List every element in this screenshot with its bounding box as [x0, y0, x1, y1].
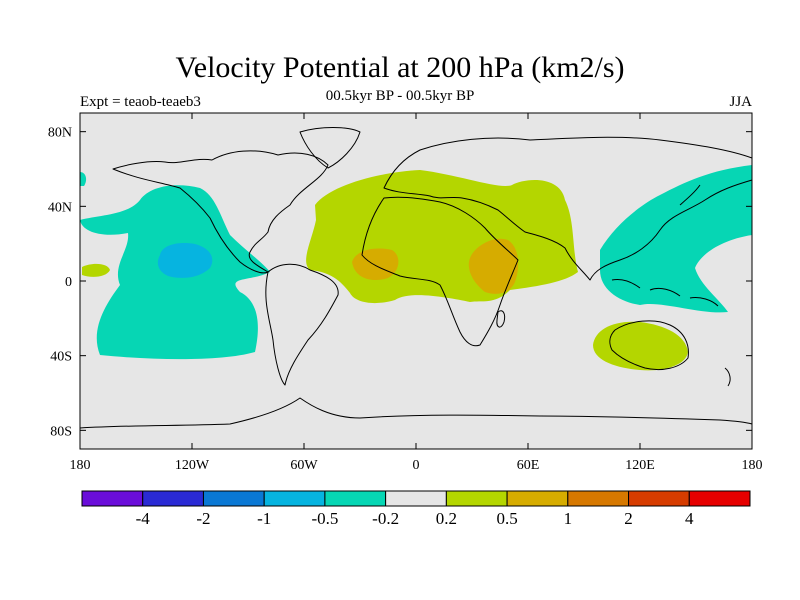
colorbar-swatch: [263, 490, 326, 507]
y-tick-label: 40N: [48, 200, 72, 215]
contour-shading: [80, 165, 752, 371]
coastline-greenland: [299, 127, 361, 169]
y-tick-label: 80N: [48, 126, 72, 141]
x-tick-label: 60E: [517, 458, 540, 473]
coastline-south-america: [265, 263, 339, 386]
x-tick-label: 180: [70, 458, 91, 473]
y-tick-label: 40S: [50, 350, 72, 365]
colorbar-swatch: [385, 490, 447, 507]
map-title: Velocity Potential at 200 hPa (km2/s): [175, 51, 625, 84]
y-tick-label: 0: [65, 275, 72, 290]
coastlines: [79, 127, 753, 429]
coastline-eurasia: [383, 136, 753, 281]
contour-yellow-africa-eurasia: [306, 170, 578, 304]
colorbar-label: 1: [564, 509, 573, 528]
contour-yellow-australia: [593, 321, 688, 371]
colorbar-label: -0.5: [311, 509, 338, 528]
colorbar-swatch: [567, 490, 630, 507]
colorbar-swatch: [142, 490, 204, 507]
colorbar-swatch: [688, 490, 751, 507]
colorbar-label: -4: [136, 509, 151, 528]
experiment-subtitle: Expt = teaob-teaeb3: [80, 94, 201, 110]
contour-orange-east-africa: [468, 238, 519, 294]
coastline-madagascar: [496, 310, 506, 328]
colorbar-swatch: [81, 490, 144, 507]
period-subtitle: 00.5kyr BP - 00.5kyr BP: [325, 88, 475, 104]
colorbar-swatch: [324, 490, 387, 507]
colorbar-label: -0.2: [372, 509, 399, 528]
x-tick-label: 60W: [290, 458, 318, 473]
coastline-antarctica: [79, 397, 753, 429]
coastline-new-zealand: [724, 367, 731, 387]
colorbar-label: -2: [196, 509, 210, 528]
colorbar-swatch: [506, 490, 569, 507]
x-tick-label: 120W: [175, 458, 210, 473]
colorbar-label: 0.2: [436, 509, 457, 528]
map-panel: 180 120W 60W 0 60E 120E 180 80N 40N 0 40S 80S: [48, 112, 763, 473]
contour-cyan-dateline-west: [80, 172, 87, 186]
colorbar-swatch: [202, 490, 265, 507]
coastline-australia: [609, 320, 689, 371]
season-subtitle: JJA: [729, 94, 752, 110]
colorbar-label: -1: [257, 509, 271, 528]
coastline-maritime-continent: [611, 279, 719, 307]
axis-ticks: 180 120W 60W 0 60E 120E 180 80N 40N 0 40S 80S: [48, 113, 763, 473]
x-tick-label: 0: [413, 458, 420, 473]
colorbar-swatch: [445, 490, 508, 507]
contour-cyan-west-pacific: [600, 165, 752, 313]
colorbar-swatch: [628, 490, 690, 507]
colorbar: -4 -2 -1 -0.5 -0.2 0.2 0.5 1 2 4: [81, 490, 751, 528]
colorbar-label: 2: [624, 509, 633, 528]
x-tick-label: 180: [742, 458, 763, 473]
coastline-north-america: [112, 150, 329, 274]
contour-yellow-pacific-east: [82, 263, 110, 277]
y-tick-label: 80S: [50, 424, 72, 439]
colorbar-label: 4: [685, 509, 694, 528]
x-tick-label: 120E: [625, 458, 655, 473]
coastline-japan: [679, 184, 701, 206]
contour-blue-pacific: [157, 243, 213, 278]
coastline-africa: [361, 196, 519, 347]
colorbar-label: 0.5: [496, 509, 517, 528]
